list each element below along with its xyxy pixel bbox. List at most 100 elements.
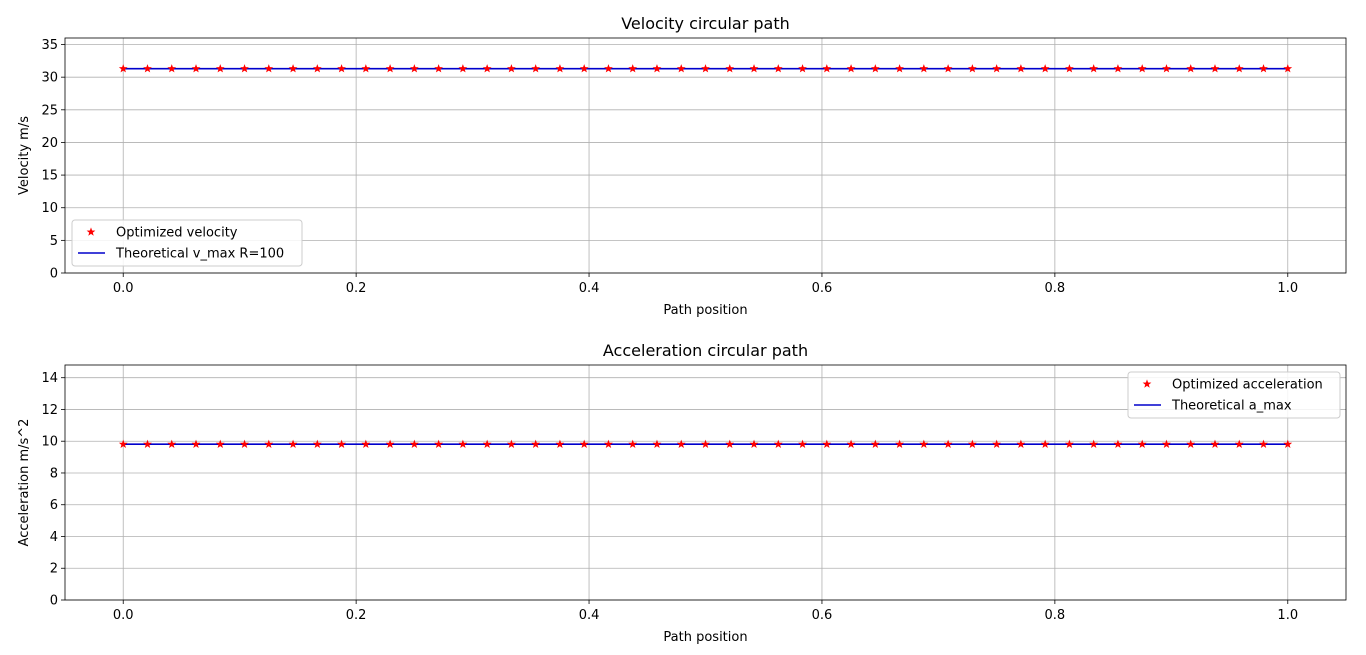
y-tick-label: 35: [41, 38, 58, 53]
data-point: [1113, 439, 1123, 448]
data-point: [798, 64, 807, 73]
data-point: [167, 439, 177, 448]
data-point: [1186, 64, 1196, 73]
axes-frame: [64, 37, 1347, 274]
y-tick-label: 10: [41, 201, 58, 216]
data-point: [118, 64, 128, 73]
data-point: [531, 439, 541, 448]
data-point: [1186, 439, 1196, 448]
y-tick-label: 5: [50, 234, 58, 249]
data-point: [822, 439, 832, 448]
data-point: [628, 439, 638, 448]
legend-entry-label: Optimized acceleration: [1172, 378, 1323, 393]
data-point: [1016, 439, 1026, 448]
x-tick-label: 1.0: [1277, 281, 1298, 296]
data-point: [773, 64, 783, 73]
data-point: [895, 64, 904, 73]
y-tick-label: 10: [41, 435, 58, 450]
data-point: [604, 64, 613, 73]
y-tick-label: 0: [50, 267, 58, 282]
x-tick-label: 0.0: [113, 608, 134, 623]
data-point: [143, 64, 152, 73]
data-point: [215, 439, 225, 448]
data-point: [701, 64, 710, 73]
data-point: [143, 439, 152, 448]
data-point: [312, 64, 322, 73]
x-tick-label: 0.2: [346, 608, 367, 623]
data-point: [1016, 64, 1026, 73]
data-point: [215, 64, 225, 73]
data-point: [652, 439, 662, 448]
y-tick-label: 25: [41, 103, 58, 118]
x-tick-label: 0.8: [1045, 281, 1066, 296]
x-tick-label: 1.0: [1277, 608, 1298, 623]
data-point: [482, 439, 492, 448]
data-point: [1137, 64, 1147, 73]
x-tick-label: 0.4: [579, 281, 600, 296]
data-point: [676, 64, 686, 73]
y-tick-label: 12: [41, 403, 58, 418]
legend: Optimized acceleration Theoretical a_max: [1127, 371, 1341, 419]
y-tick-label: 6: [50, 498, 58, 513]
data-point: [458, 439, 468, 448]
y-tick-label: 4: [50, 530, 58, 545]
data-point: [846, 439, 856, 448]
y-axis-label: Velocity m/s: [17, 116, 32, 195]
data-point: [1113, 64, 1123, 73]
data-point: [1162, 439, 1171, 448]
data-point: [167, 64, 177, 73]
data-point: [1065, 64, 1074, 73]
y-axis-label: Acceleration m/s^2: [17, 419, 32, 547]
data-point: [507, 64, 516, 73]
data-point: [361, 439, 371, 448]
data-point: [1137, 439, 1147, 448]
chart-title: Velocity circular path: [621, 14, 790, 33]
legend-entry-label: Theoretical v_max R=100: [115, 247, 284, 262]
data-point: [749, 439, 759, 448]
data-point: [337, 64, 346, 73]
y-tick-label: 8: [50, 466, 58, 481]
data-point: [628, 64, 638, 73]
data-point: [337, 439, 346, 448]
y-tick-label: 15: [41, 169, 58, 184]
data-point: [555, 64, 565, 73]
data-point: [482, 64, 492, 73]
data-point: [652, 64, 662, 73]
x-tick-label: 0.6: [812, 281, 833, 296]
data-point: [191, 439, 201, 448]
data-point: [434, 64, 443, 73]
x-tick-label: 0.4: [579, 608, 600, 623]
data-point: [361, 64, 371, 73]
data-point: [385, 64, 395, 73]
data-point: [458, 64, 468, 73]
legend-entry-label: Optimized velocity: [116, 226, 238, 241]
data-point: [1089, 64, 1099, 73]
data-point: [1283, 64, 1293, 73]
data-point: [943, 64, 953, 73]
data-point: [846, 64, 856, 73]
data-point: [312, 439, 322, 448]
data-point: [434, 439, 443, 448]
data-point: [749, 64, 759, 73]
data-point: [725, 439, 735, 448]
legend-entry-label: Theoretical a_max: [1171, 399, 1292, 414]
x-axis-label: Path position: [663, 303, 747, 318]
y-tick-label: 14: [41, 371, 58, 386]
legend-box: [71, 219, 303, 267]
data-point: [676, 439, 686, 448]
data-point: [1234, 439, 1244, 448]
data-point: [385, 439, 395, 448]
data-point: [919, 439, 929, 448]
data-point: [288, 64, 298, 73]
legend-marker-star: [86, 227, 96, 236]
data-point: [1040, 439, 1050, 448]
data-point: [822, 64, 832, 73]
data-point: [264, 439, 274, 448]
data-point: [264, 64, 274, 73]
y-tick-label: 2: [50, 562, 58, 577]
legend-marker-star: [1142, 379, 1152, 388]
data-point: [992, 64, 1002, 73]
data-point: [919, 64, 929, 73]
data-point: [1065, 439, 1074, 448]
